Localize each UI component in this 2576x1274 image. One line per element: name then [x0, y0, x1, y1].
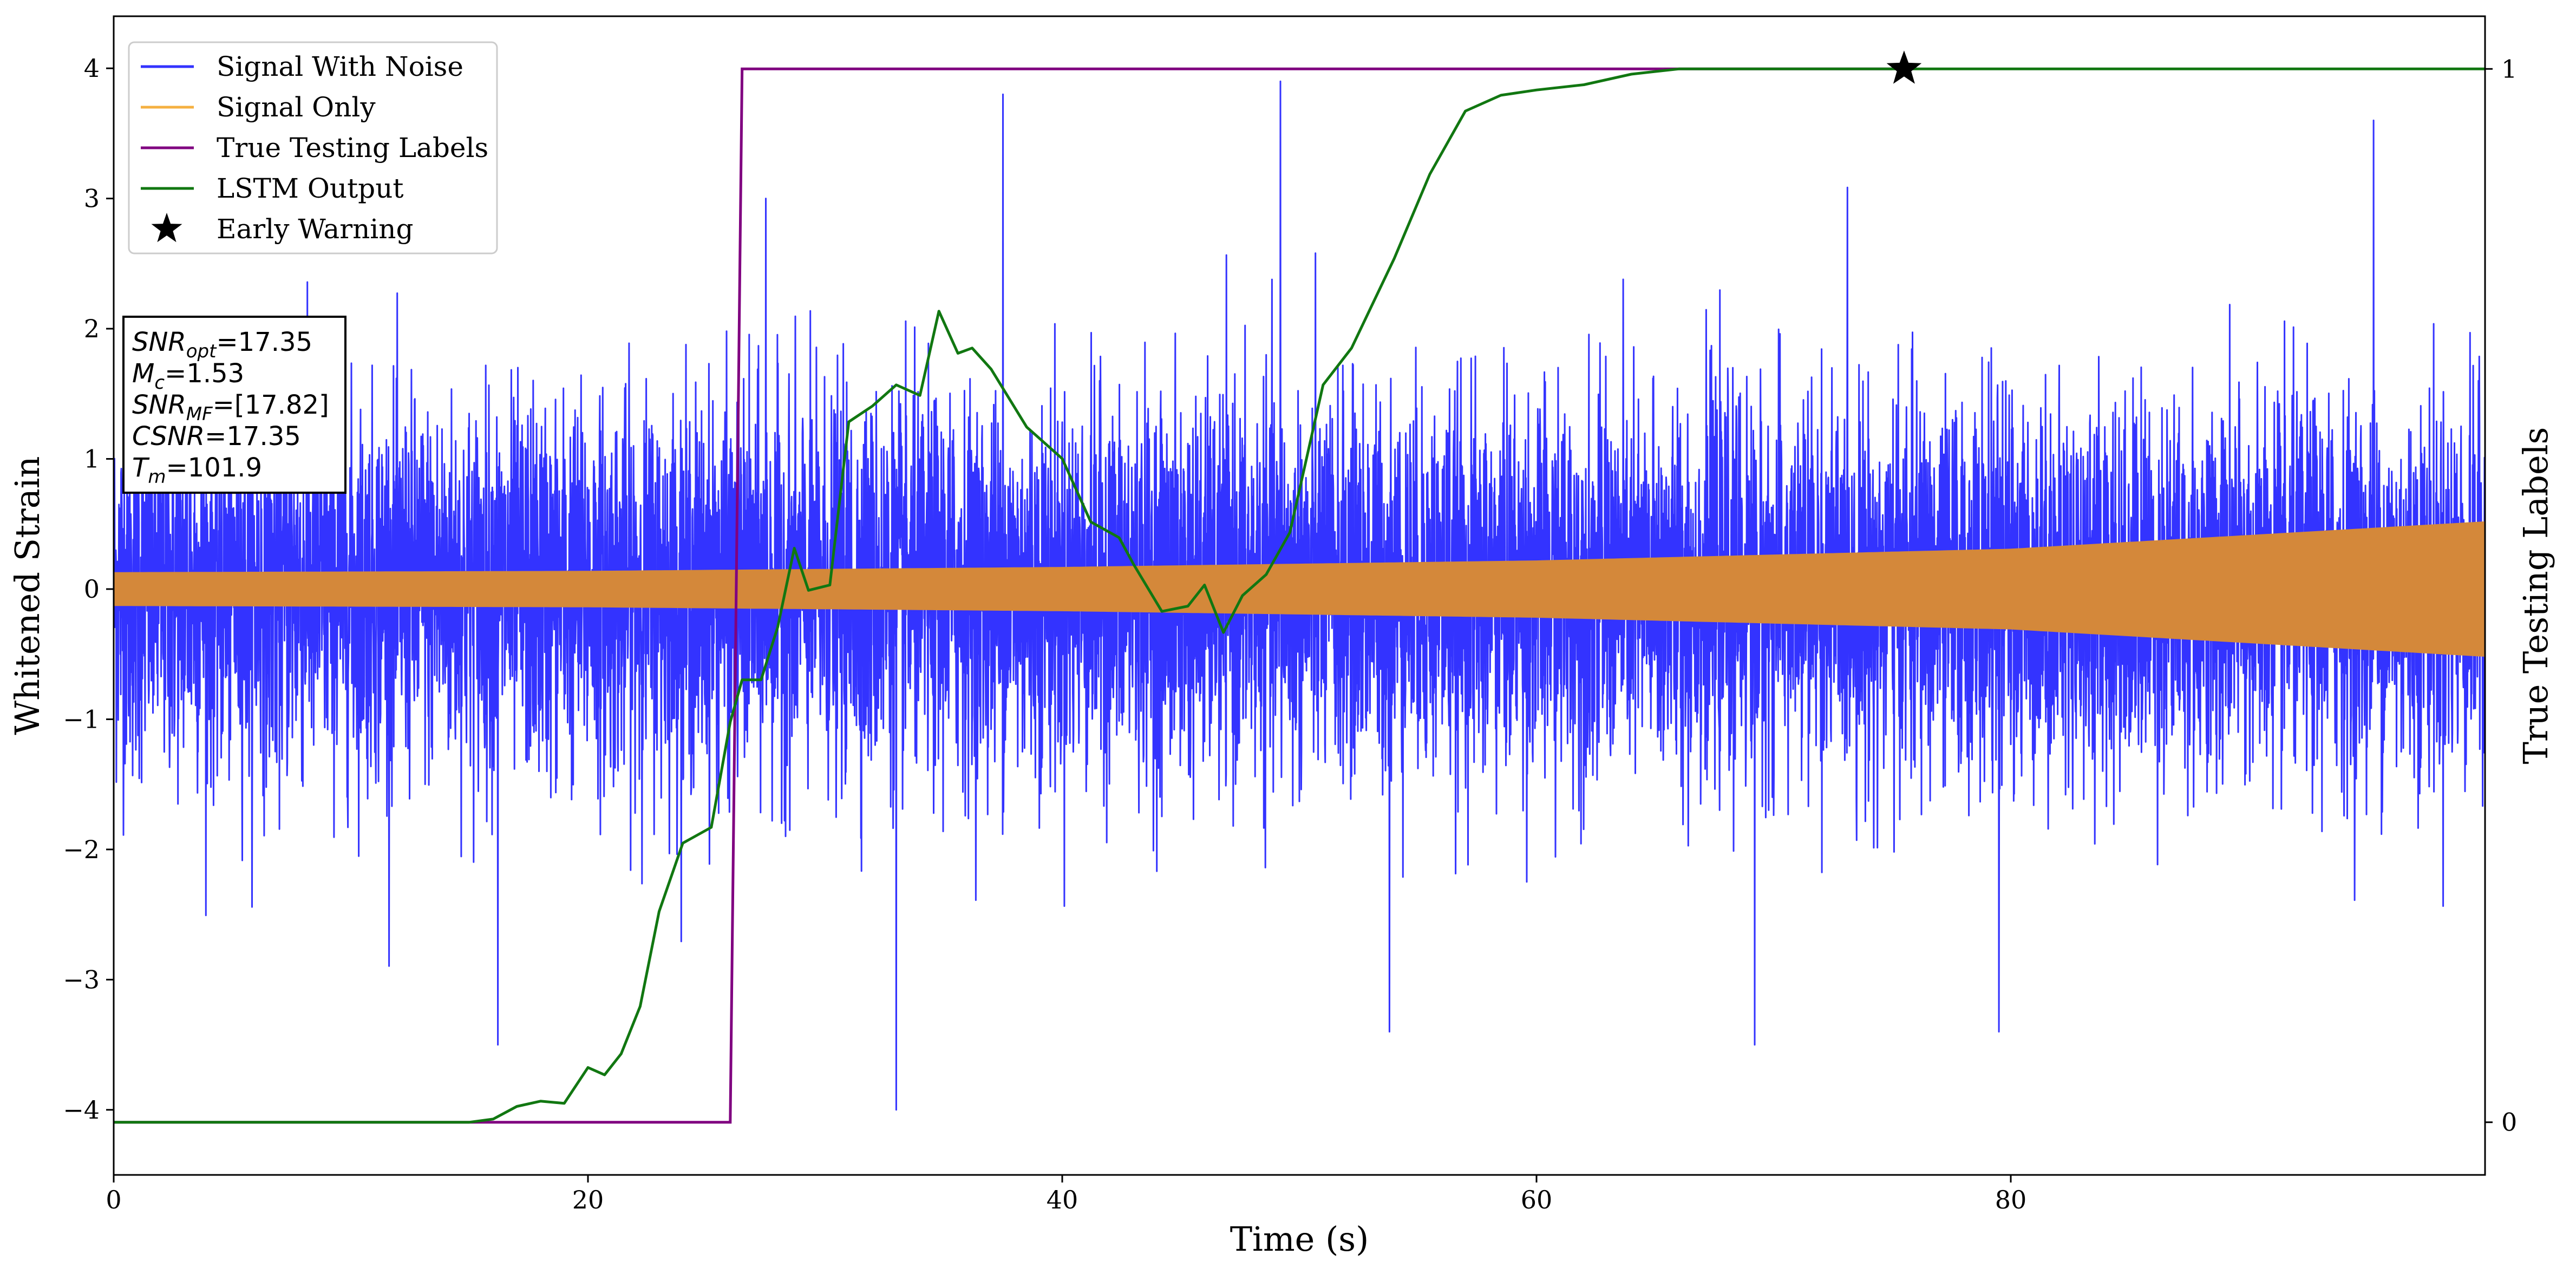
- legend-label: Early Warning: [217, 213, 414, 245]
- parameter-value: =1.53: [165, 358, 244, 389]
- parameter-symbol: SNR: [132, 327, 186, 357]
- x-tick-label: 40: [1047, 1185, 1078, 1214]
- y-tick-label: −1: [63, 704, 100, 734]
- y-tick-label: 2: [84, 314, 100, 343]
- parameter-line: CSNR=17.35: [132, 421, 301, 452]
- x-axis-title: Time (s): [1230, 1219, 1369, 1259]
- y-tick-label: 1: [84, 445, 100, 474]
- parameter-symbol: CSNR: [132, 421, 205, 452]
- y-tick-label: −4: [63, 1095, 100, 1125]
- legend-label: LSTM Output: [217, 173, 403, 204]
- parameter-line: SNRMF=[17.82]: [132, 390, 329, 425]
- y2-tick-label: 0: [2501, 1108, 2517, 1137]
- parameter-subscript: m: [148, 466, 166, 488]
- x-tick-label: 60: [1521, 1185, 1553, 1214]
- parameter-box: SNRopt=17.35Mc=1.53SNRMF=[17.82]CSNR=17.…: [123, 317, 345, 493]
- y-tick-label: −2: [63, 835, 100, 864]
- y-tick-label: 4: [84, 54, 100, 83]
- legend-label: True Testing Labels: [217, 132, 488, 164]
- parameter-value: =17.35: [205, 421, 301, 452]
- y2-tick-label: 1: [2501, 54, 2517, 83]
- y-tick-label: −3: [63, 965, 100, 994]
- parameter-symbol: T: [132, 453, 150, 483]
- legend: Signal With Noise Signal Only True Testing…: [129, 42, 497, 253]
- y-tick-label: 0: [84, 574, 100, 604]
- x-tick-label: 20: [572, 1185, 604, 1214]
- parameter-line: Mc=1.53: [132, 358, 244, 394]
- parameter-value: =101.9: [166, 453, 262, 483]
- legend-label: Signal Only: [217, 92, 376, 123]
- x-tick-label: 80: [1995, 1185, 2027, 1214]
- parameter-value: =[17.82]: [213, 390, 329, 420]
- y-axis-title: Whitened Strain: [8, 456, 47, 735]
- y2-axis-title: True Testing Labels: [2516, 427, 2555, 765]
- parameter-symbol: SNR: [132, 390, 186, 420]
- parameter-line: SNRopt=17.35: [132, 327, 312, 362]
- x-tick-label: 0: [106, 1185, 121, 1214]
- parameter-symbol: M: [132, 358, 154, 389]
- legend-label: Signal With Noise: [217, 51, 463, 82]
- y-tick-label: 3: [84, 184, 100, 213]
- parameter-value: =17.35: [216, 327, 312, 357]
